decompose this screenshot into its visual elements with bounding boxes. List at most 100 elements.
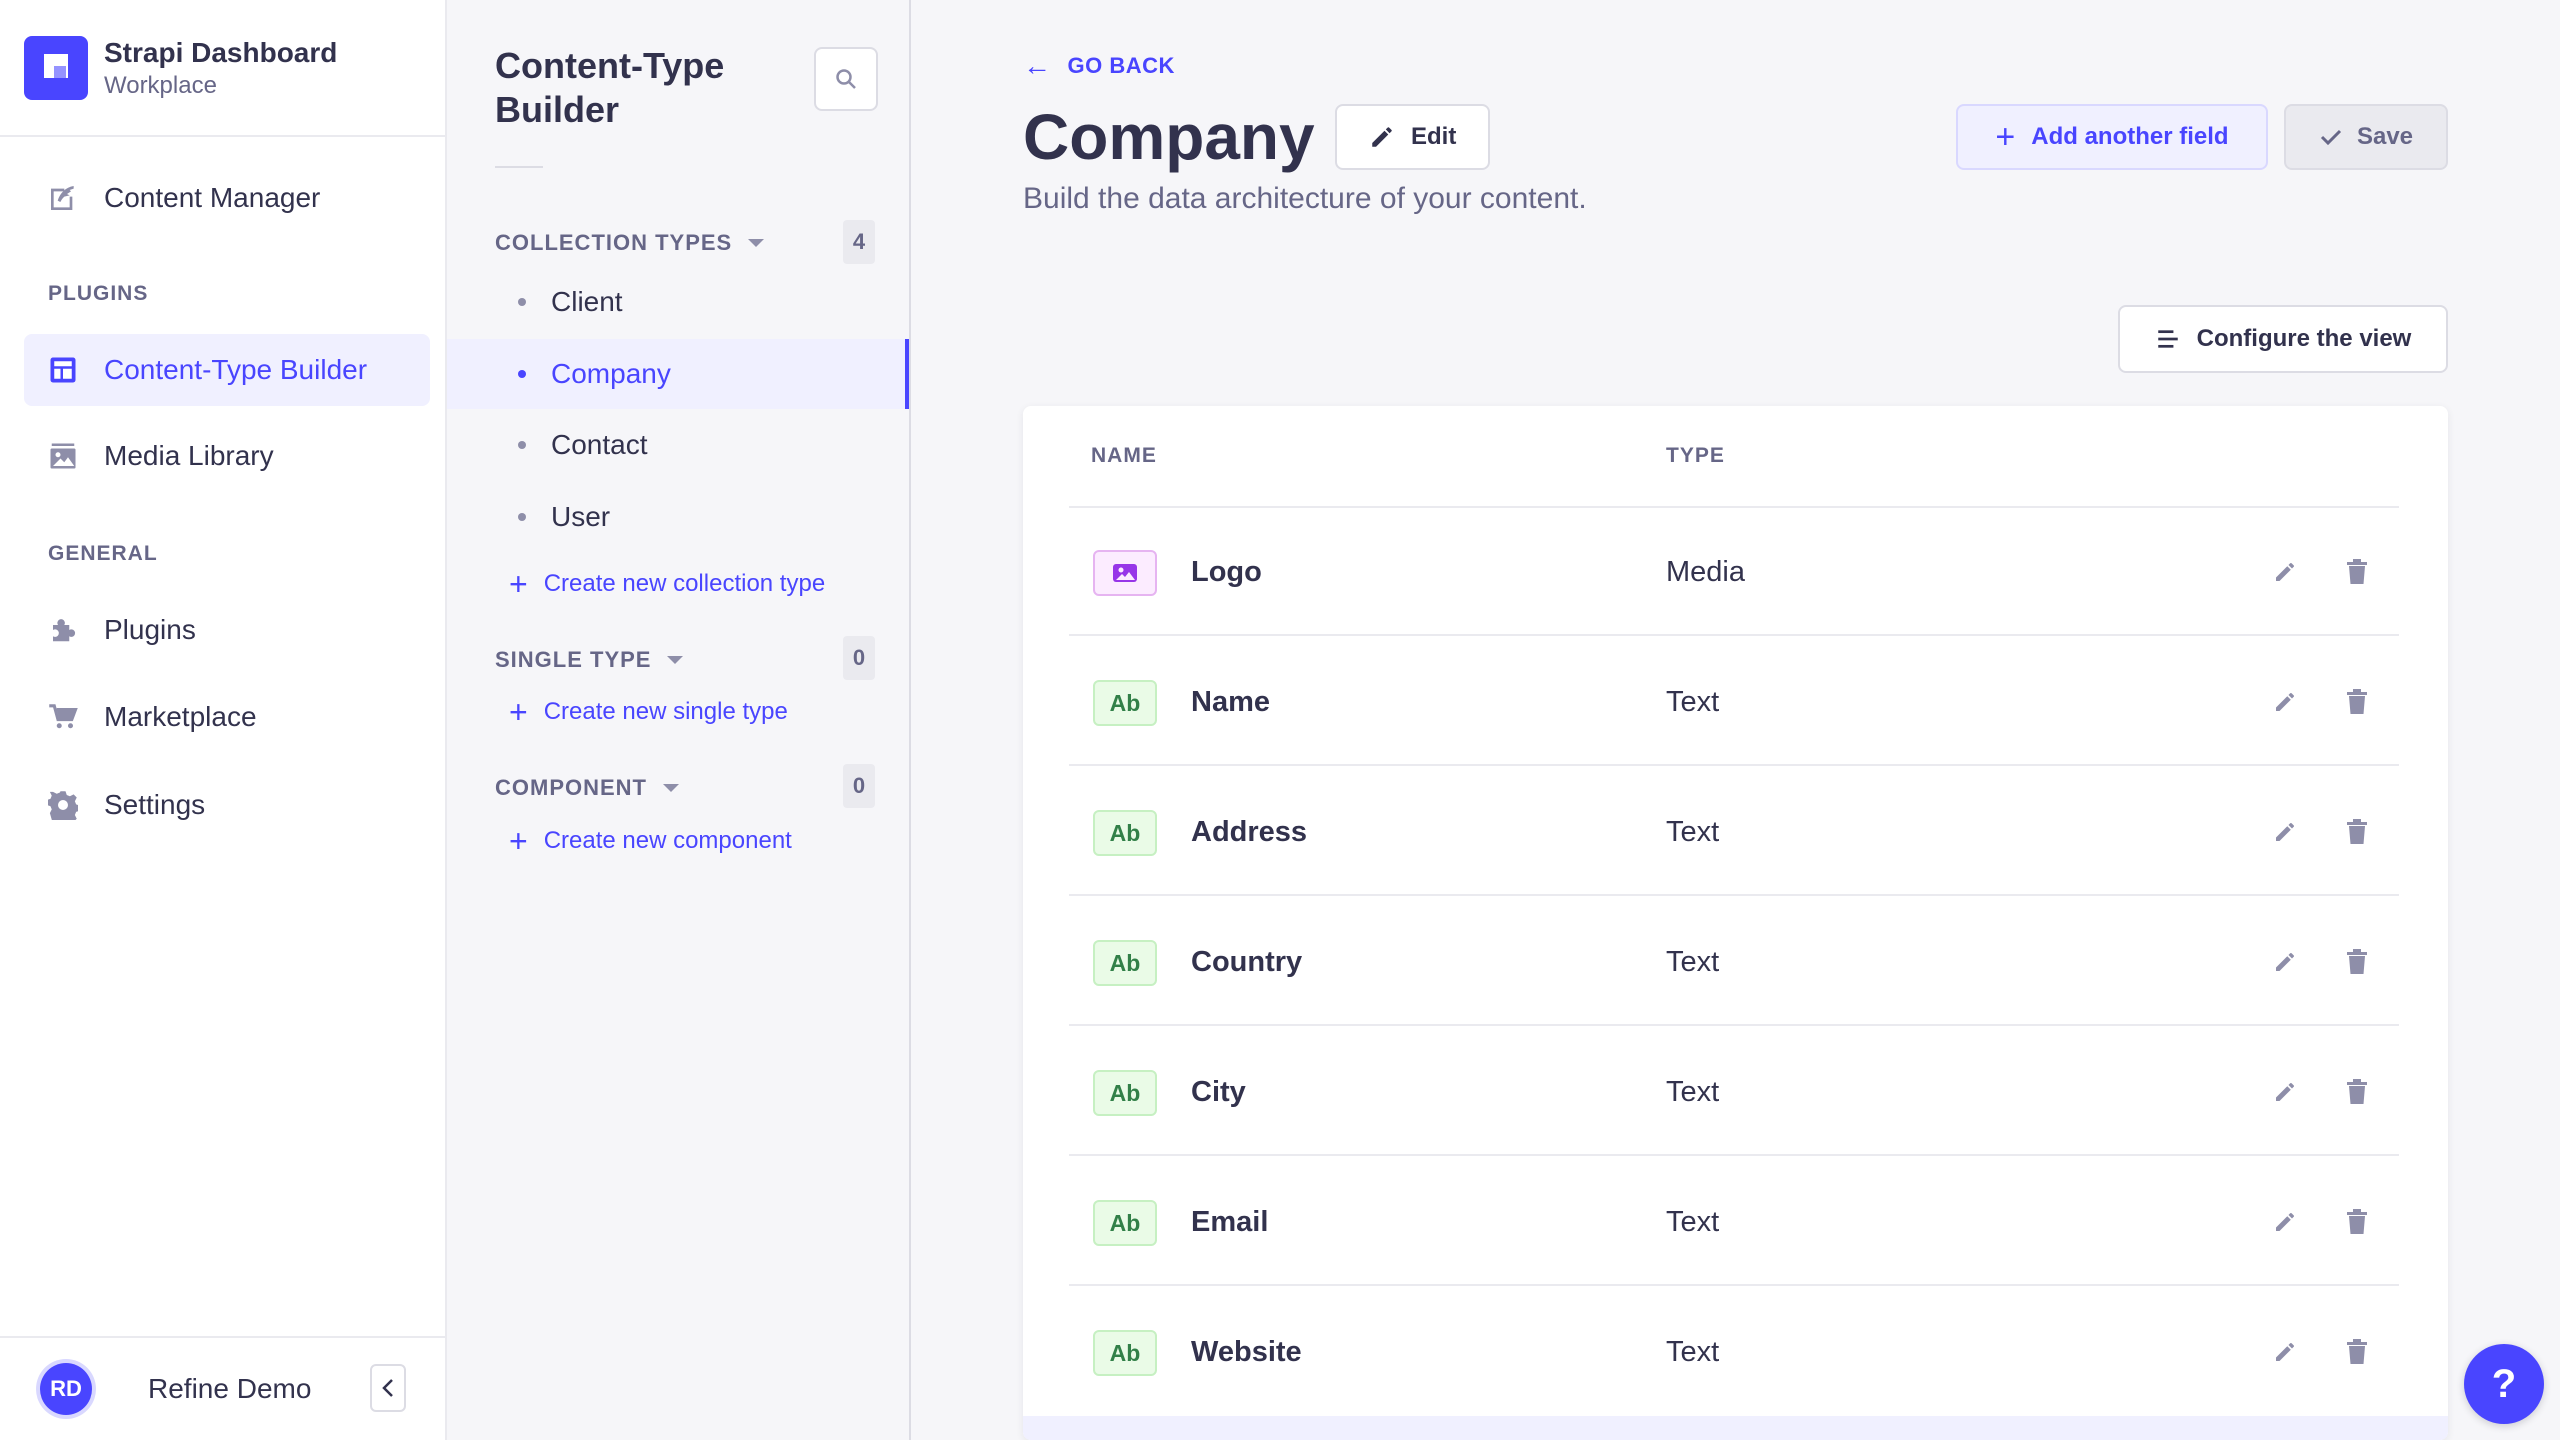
- nav-item-marketplace[interactable]: Marketplace: [24, 681, 430, 753]
- edit-field-button[interactable]: [2269, 1076, 2301, 1108]
- plus-icon: +: [1995, 118, 2016, 156]
- edit-field-button[interactable]: [2269, 556, 2301, 588]
- field-name: Address: [1191, 816, 1308, 848]
- field-type: Text: [1666, 1206, 1720, 1238]
- link-label: Create new collection type: [543, 570, 826, 597]
- field-name: City: [1191, 1076, 1246, 1108]
- arrow-left-icon: ←: [1023, 50, 1052, 81]
- help-button[interactable]: ?: [2464, 1344, 2544, 1424]
- collapse-nav-button[interactable]: [370, 1364, 406, 1412]
- subnav-item-company[interactable]: Company: [447, 339, 909, 409]
- table-row: Ab Name Text: [1069, 638, 2399, 766]
- brand-header: Strapi Dashboard Workplace: [0, 0, 445, 137]
- configure-view-button[interactable]: Configure the view: [2118, 305, 2448, 373]
- trash-icon: [2347, 819, 2367, 844]
- subnav-title: Content-Type Builder: [495, 45, 725, 130]
- subnav-search-button[interactable]: [814, 47, 878, 111]
- field-type: Text: [1666, 946, 1720, 978]
- subnav-item-contact[interactable]: Contact: [447, 410, 909, 480]
- add-field-label: Add another field: [2031, 123, 2229, 150]
- go-back-label: GO BACK: [1067, 53, 1175, 78]
- nav-item-plugins[interactable]: Plugins: [24, 594, 430, 666]
- subnav-item-client[interactable]: Client: [447, 267, 909, 337]
- component-toggle[interactable]: COMPONENT: [495, 775, 679, 801]
- edit-button[interactable]: Edit: [1335, 104, 1491, 170]
- save-button[interactable]: Save: [2284, 104, 2448, 170]
- delete-field-button[interactable]: [2341, 816, 2373, 848]
- brand-subtitle: Workplace: [104, 71, 217, 99]
- field-type: Text: [1666, 686, 1720, 718]
- table-row: Ab City Text: [1069, 1028, 2399, 1156]
- configure-label: Configure the view: [2196, 325, 2412, 352]
- save-label: Save: [2356, 123, 2414, 150]
- nav-item-content-manager[interactable]: Content Manager: [24, 162, 430, 234]
- edit-label: Edit: [1411, 123, 1457, 150]
- nav-label: Media Library: [104, 440, 274, 471]
- create-component-link[interactable]: + Create new component: [509, 825, 792, 857]
- trash-icon: [2347, 1079, 2367, 1104]
- trash-icon: [2347, 949, 2367, 974]
- nav-label: Content-Type Builder: [104, 354, 368, 385]
- create-collection-type-link[interactable]: + Create new collection type: [509, 568, 826, 600]
- single-type-count: 0: [843, 636, 875, 680]
- field-type: Text: [1666, 816, 1720, 848]
- pencil-icon: [2276, 1213, 2294, 1231]
- puzzle-icon: [46, 613, 80, 647]
- nav-item-content-type-builder[interactable]: Content-Type Builder: [24, 334, 430, 406]
- edit-field-button[interactable]: [2269, 946, 2301, 978]
- single-type-toggle[interactable]: SINGLE TYPE: [495, 647, 684, 673]
- nav-section-plugins: PLUGINS: [48, 282, 149, 305]
- delete-field-button[interactable]: [2341, 1336, 2373, 1368]
- delete-field-button[interactable]: [2341, 556, 2373, 588]
- caret-down-icon: [748, 239, 765, 247]
- check-icon: [2320, 129, 2342, 146]
- table-row: Ab Email Text: [1069, 1158, 2399, 1286]
- nav-item-settings[interactable]: Settings: [24, 769, 430, 841]
- edit-field-button[interactable]: [2269, 816, 2301, 848]
- table-footer-strip: [1023, 1416, 2448, 1440]
- add-another-field-button[interactable]: + Add another field: [1956, 104, 2268, 170]
- chevron-left-icon: [382, 1379, 393, 1397]
- trash-icon: [2347, 1209, 2367, 1234]
- create-single-type-link[interactable]: + Create new single type: [509, 694, 788, 730]
- nav-label: Settings: [104, 789, 206, 820]
- text-type-badge: Ab: [1093, 680, 1157, 726]
- text-type-badge: Ab: [1093, 940, 1157, 986]
- edit-field-button[interactable]: [2269, 1336, 2301, 1368]
- bullet-icon: [518, 298, 526, 306]
- plus-icon: +: [509, 694, 528, 730]
- nav-label: Marketplace: [104, 701, 257, 732]
- media-icon: [1113, 564, 1137, 582]
- trash-icon: [2347, 559, 2367, 584]
- go-back-link[interactable]: ← GO BACK: [1023, 50, 1175, 82]
- delete-field-button[interactable]: [2341, 1076, 2373, 1108]
- strapi-logo-icon: [24, 35, 88, 100]
- bullet-icon: [518, 441, 526, 449]
- layout-icon: [46, 353, 80, 387]
- bullet-icon: [518, 513, 526, 521]
- table-row: Ab Website Text: [1069, 1288, 2399, 1416]
- table-row: Ab Country Text: [1069, 898, 2399, 1026]
- avatar[interactable]: RD: [40, 1363, 92, 1415]
- nav-label: Plugins: [104, 614, 196, 645]
- user-name[interactable]: Refine Demo: [148, 1373, 312, 1404]
- edit-field-button[interactable]: [2269, 686, 2301, 718]
- edit-field-button[interactable]: [2269, 1206, 2301, 1238]
- delete-field-button[interactable]: [2341, 1206, 2373, 1238]
- field-name: Name: [1191, 686, 1270, 718]
- brand-title: Strapi Dashboard: [104, 36, 338, 68]
- field-name: Email: [1191, 1206, 1269, 1238]
- delete-field-button[interactable]: [2341, 686, 2373, 718]
- cart-icon: [46, 700, 80, 734]
- delete-field-button[interactable]: [2341, 946, 2373, 978]
- image-icon: [46, 439, 80, 473]
- field-name: Logo: [1191, 556, 1262, 588]
- collection-types-toggle[interactable]: COLLECTION TYPES: [495, 230, 765, 256]
- pencil-icon: [2276, 1083, 2294, 1101]
- pencil-icon: [1372, 127, 1392, 147]
- nav-item-media-library[interactable]: Media Library: [24, 420, 430, 492]
- field-name: Country: [1191, 946, 1303, 978]
- subnav-item-user[interactable]: User: [447, 482, 909, 552]
- text-type-badge: Ab: [1093, 1070, 1157, 1116]
- field-type: Text: [1666, 1076, 1720, 1108]
